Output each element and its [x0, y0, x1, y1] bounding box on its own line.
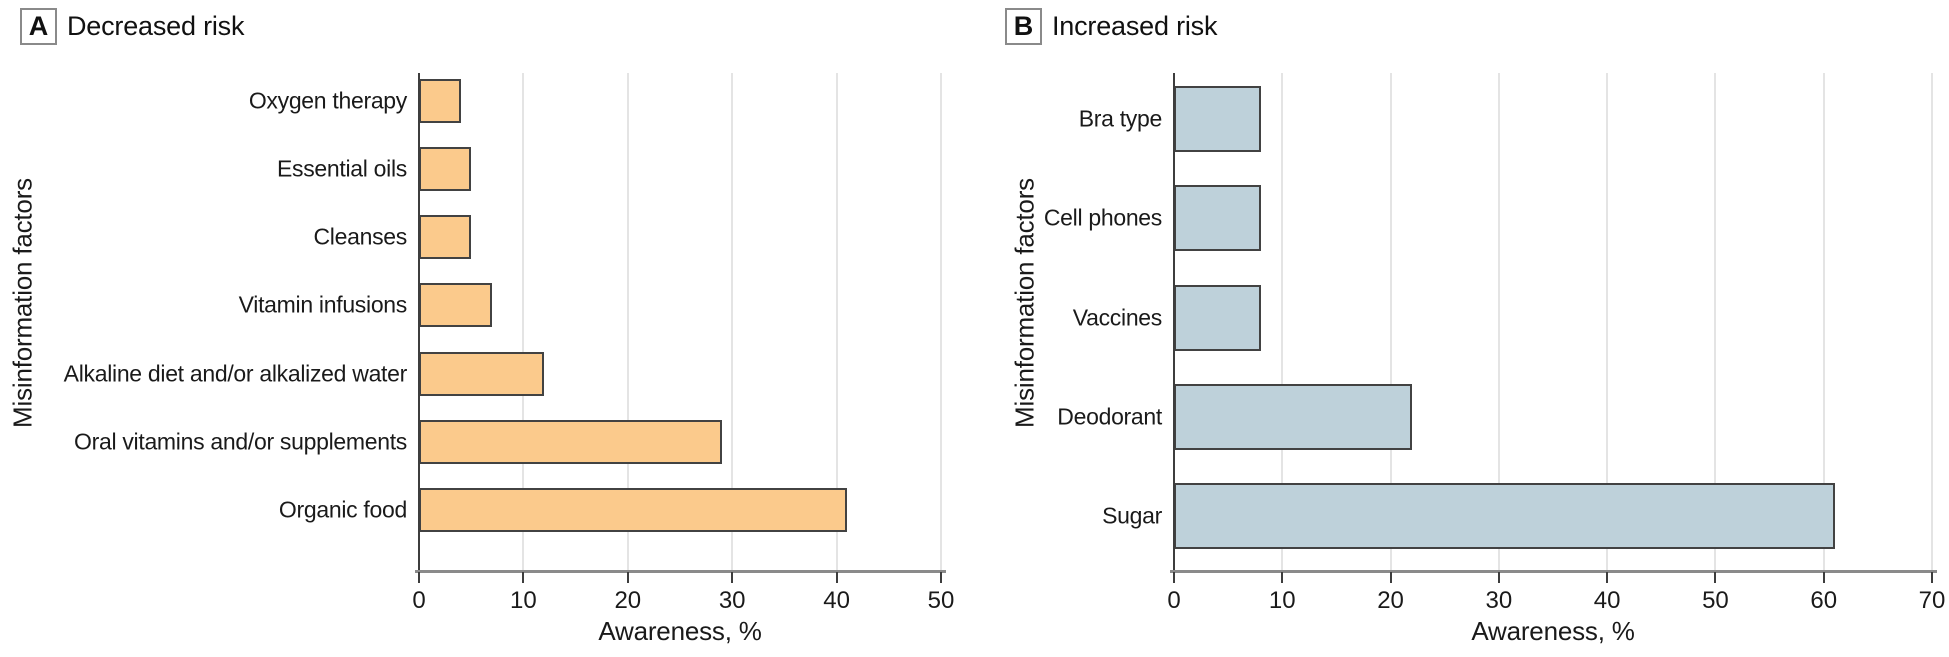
bar-row: Cell phones [1044, 168, 1932, 267]
x-axis-line [1170, 570, 1937, 573]
panel-b-y-axis-title: Misinformation factors [1009, 178, 1040, 428]
bar [419, 351, 545, 396]
tick-label-0: 0 [1167, 587, 1181, 614]
category-label: Vaccines [1072, 304, 1163, 331]
y-axis-line [418, 73, 420, 570]
panel-a-y-axis-title: Misinformation factors [7, 178, 38, 428]
tick-mark-10 [1281, 572, 1284, 583]
category-label: Alkaline diet and/or alkalized water [63, 360, 408, 387]
bar [419, 487, 848, 532]
category-label: Deodorant [1057, 403, 1162, 430]
category-label: Oral vitamins and/or supplements [74, 428, 407, 455]
category-label: Bra type [1078, 105, 1163, 132]
tick-mark-0 [418, 572, 420, 583]
tick-label-40: 40 [823, 587, 850, 614]
panel-a-plot-area: Awareness, % Oxygen therapy Essential oil… [64, 73, 954, 646]
tick-mark-60 [1822, 572, 1825, 583]
tick-mark-50 [1714, 572, 1717, 583]
y-axis-line [1173, 73, 1175, 570]
tick-mark-20 [1389, 572, 1392, 583]
tick-label-70: 70 [1918, 587, 1946, 614]
bar [419, 419, 722, 464]
panel-a-title: Decreased risk [67, 11, 245, 41]
panel-a-letter-badge: A [20, 8, 57, 45]
gridline-50 [1714, 73, 1717, 570]
panel-b-plot-area: Awareness, % Bra type Cell phones Vaccines… [1044, 73, 1945, 646]
panel-b-title: Increased risk [1052, 11, 1218, 41]
bar-rows: Oxygen therapy Essential oils Cleanses Vita… [64, 67, 941, 544]
bar-row: Cleanses [314, 203, 941, 271]
tick-label-20: 20 [614, 587, 642, 614]
gridline-20 [626, 73, 629, 570]
tick-label-30: 30 [718, 587, 746, 614]
bar-rows: Bra type Cell phones Vaccines Deodorant Suga… [1044, 69, 1932, 566]
tick-label-40: 40 [1593, 587, 1621, 614]
bar-row: Essential oils [277, 135, 941, 203]
tick-mark-30 [731, 572, 734, 583]
gridline-50 [940, 73, 942, 570]
bar [1174, 284, 1261, 351]
bar [419, 283, 493, 328]
tick-label-50: 50 [927, 587, 955, 614]
x-axis-line [415, 570, 946, 573]
bar-row: Bra type [1079, 69, 1932, 168]
category-label: Oxygen therapy [248, 87, 407, 114]
category-label: Cleanses [313, 223, 408, 250]
gridline-10 [522, 73, 525, 570]
bar [1174, 185, 1261, 252]
bar-row: Vaccines [1073, 268, 1932, 367]
gridline-40 [1606, 73, 1609, 570]
tick-mark-40 [835, 572, 838, 583]
bar-row: Oral vitamins and/or supplements [74, 408, 941, 476]
tick-label-30: 30 [1485, 587, 1513, 614]
tick-mark-30 [1497, 572, 1500, 583]
gridline-30 [1497, 73, 1500, 570]
bar-row: Alkaline diet and/or alkalized water [64, 340, 941, 408]
category-label: Essential oils [276, 155, 407, 182]
tick-mark-0 [1173, 572, 1175, 583]
bar-row: Oxygen therapy [249, 67, 941, 135]
panel-a-x-axis-title: Awareness, % [598, 616, 762, 646]
category-label: Vitamin infusions [238, 291, 408, 318]
tick-mark-10 [522, 572, 525, 583]
bar-row: Sugar [1102, 467, 1932, 566]
panel-b-letter-badge: B [1005, 8, 1042, 45]
panel-increased-risk: B Increased risk Misinformation factors … [975, 0, 1949, 657]
panel-b-x-axis-title: Awareness, % [1471, 616, 1635, 646]
bar-row: Vitamin infusions [239, 271, 941, 339]
panel-a-header: A Decreased risk [20, 8, 244, 45]
category-label: Sugar [1102, 502, 1162, 529]
bar [1174, 383, 1413, 450]
bar [1174, 85, 1261, 152]
tick-label-0: 0 [412, 587, 426, 614]
gridline-30 [731, 73, 734, 570]
tick-mark-40 [1606, 572, 1609, 583]
bar [1174, 483, 1835, 550]
gridline-70 [1931, 73, 1933, 570]
gridline-10 [1281, 73, 1284, 570]
tick-label-50: 50 [1702, 587, 1729, 614]
category-label: Organic food [278, 496, 407, 523]
bar [419, 147, 472, 192]
gridline-40 [835, 73, 838, 570]
tick-mark-20 [626, 572, 629, 583]
gridline-20 [1389, 73, 1392, 570]
panel-b-header: B Increased risk [1005, 8, 1217, 45]
tick-label-20: 20 [1377, 587, 1404, 614]
bar-row: Organic food [279, 476, 941, 544]
panel-decreased-risk: A Decreased risk Misinformation factors … [7, 8, 954, 646]
bar [419, 79, 461, 124]
tick-label-10: 10 [1268, 587, 1296, 614]
bar [419, 215, 472, 260]
gridline-60 [1822, 73, 1825, 570]
tick-label-10: 10 [510, 587, 537, 614]
category-label: Cell phones [1043, 204, 1162, 231]
tick-mark-70 [1931, 572, 1933, 583]
tick-mark-50 [940, 572, 942, 583]
bar-row: Deodorant [1057, 367, 1932, 466]
tick-label-60: 60 [1810, 587, 1838, 614]
